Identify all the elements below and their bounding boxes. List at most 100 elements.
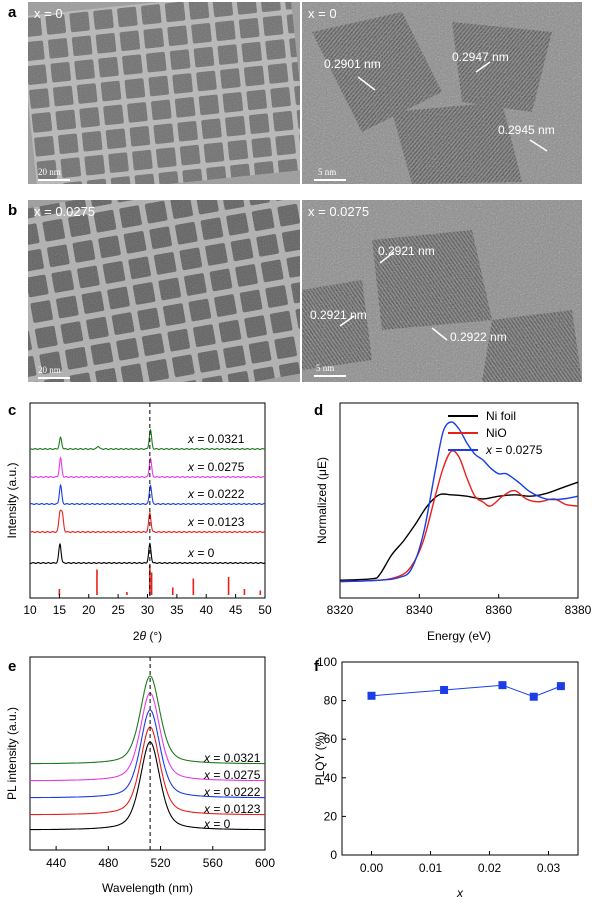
x-tick-label: 30 xyxy=(141,603,155,617)
panel-letter-b: b xyxy=(8,202,18,219)
series-line xyxy=(339,450,579,583)
series-label: x = 0.0321 xyxy=(187,432,245,446)
chart-d-plot-frame xyxy=(339,402,579,599)
series-line xyxy=(30,709,265,799)
x-tick-label: 35 xyxy=(170,603,184,617)
series-line xyxy=(29,456,266,478)
y-tick-label: 100 xyxy=(317,655,337,669)
series-line xyxy=(30,726,265,816)
tem-b-left-scale-text: 20 nm xyxy=(38,365,61,375)
tem-a-left-scale-text: 20 nm xyxy=(38,167,61,177)
y-tick-label: 0 xyxy=(330,848,337,862)
x-tick-label: 0.03 xyxy=(537,861,561,875)
series-label: x = 0.0275 xyxy=(203,768,261,782)
series-label: x = 0.0222 xyxy=(203,785,261,799)
series-label: x = 0 xyxy=(203,817,231,831)
legend-label: Ni foil xyxy=(486,409,516,423)
data-point xyxy=(498,681,507,690)
tem-image-a-high-res: x = 0 0.2901 nm 0.2947 nm 0.2945 nm 5 nm xyxy=(302,2,582,184)
chart-c-svg: x = 0 x = 0.0123 x = 0.0222 x = 0.0275 x = 0… xyxy=(5,402,272,643)
tem-b-left-label: x = 0.0275 xyxy=(34,204,96,219)
x-tick-label: 10 xyxy=(23,603,37,617)
series-line xyxy=(30,542,266,564)
tem-a-right-label: x = 0 xyxy=(308,6,337,21)
data-point xyxy=(556,682,565,691)
x-axis-label: 2θ (°) xyxy=(133,629,162,643)
y-axis-label: Intensity (a.u.) xyxy=(5,462,19,538)
d-spacing-label: 0.2947 nm xyxy=(452,50,509,64)
x-axis-label: x xyxy=(456,886,464,900)
series-line xyxy=(339,481,579,581)
x-axis-label: Wavelength (nm) xyxy=(102,881,193,895)
panel-letter-c: c xyxy=(8,402,17,419)
x-tick-label: 480 xyxy=(98,856,118,870)
d-spacing-label: 0.2921 nm xyxy=(378,244,435,258)
chart-f-svg: 0 20 40 60 80 100 0.00 0.01 0.02 0.03 x PLQY (%) xyxy=(313,655,579,900)
series-line xyxy=(30,692,265,782)
x-tick-label: 50 xyxy=(258,603,272,617)
data-point xyxy=(529,692,538,701)
y-axis-label: PL intensity (a.u.) xyxy=(5,707,19,800)
x-tick-label: 25 xyxy=(111,603,125,617)
tem-a-left-scale-bar xyxy=(38,179,70,181)
series-label: x = 0.0123 xyxy=(187,515,245,529)
panel-letter-e: e xyxy=(8,658,17,675)
x-tick-label: 20 xyxy=(82,603,96,617)
y-axis-label: Normalized (μE) xyxy=(315,457,329,544)
panel-letter-a: a xyxy=(8,4,17,21)
data-point xyxy=(367,691,376,700)
d-spacing-label: 0.2922 nm xyxy=(450,330,507,344)
x-tick-label: 40 xyxy=(200,603,214,617)
series-line xyxy=(30,741,265,831)
tem-image-b-low-mag: x = 0.0275 20 nm xyxy=(28,200,300,382)
y-tick-label: 80 xyxy=(324,694,338,708)
x-tick-label: 8340 xyxy=(406,603,433,617)
y-axis-label: PLQY (%) xyxy=(313,732,327,786)
d-spacing-label: 0.2945 nm xyxy=(498,123,555,137)
legend-label: x = 0.0275 xyxy=(485,443,543,457)
tem-b-right-label: x = 0.0275 xyxy=(308,204,370,219)
series-line xyxy=(29,509,265,533)
series-label: x = 0 xyxy=(187,546,215,560)
series-line xyxy=(30,675,265,765)
tem-b-right-pattern xyxy=(302,200,582,382)
chart-e-svg: x = 0x = 0.0123 x = 0.0222 x = 0.0275 x = 0… xyxy=(5,656,275,895)
data-point xyxy=(440,685,449,694)
series-line xyxy=(29,483,266,505)
y-tick-label: 60 xyxy=(324,732,338,746)
chart-f-plot-frame xyxy=(341,661,579,856)
x-tick-label: 600 xyxy=(255,856,275,870)
series-label: x = 0.0123 xyxy=(203,802,261,816)
tem-a-left-pattern xyxy=(28,2,300,184)
tem-a-right-scale-bar xyxy=(314,179,346,181)
x-tick-label: 0.01 xyxy=(419,861,443,875)
x-tick-label: 8380 xyxy=(565,603,592,617)
d-spacing-label: 0.2901 nm xyxy=(324,57,381,71)
x-tick-label: 15 xyxy=(53,603,67,617)
x-tick-label: 0.00 xyxy=(360,861,384,875)
tem-image-b-high-res: x = 0.0275 0.2921 nm 0.2921 nm 0.2922 nm… xyxy=(302,200,582,382)
tem-a-right-pattern xyxy=(302,2,582,184)
y-tick-label: 20 xyxy=(324,809,338,823)
tem-a-right-scale-text: 5 nm xyxy=(318,167,337,177)
chart-c-xrd: x = 0 x = 0.0123 x = 0.0222 x = 0.0275 x = 0… xyxy=(0,398,300,648)
panel-letter-d: d xyxy=(314,402,324,419)
x-tick-label: 560 xyxy=(203,856,223,870)
tem-a-left-label: x = 0 xyxy=(34,6,63,21)
series-line xyxy=(30,428,266,450)
x-tick-label: 8360 xyxy=(485,603,512,617)
series-label: x = 0.0321 xyxy=(203,751,261,765)
x-tick-label: 0.02 xyxy=(478,861,502,875)
x-tick-label: 520 xyxy=(151,856,171,870)
chart-e-plot-frame xyxy=(29,656,266,851)
x-axis-label: Energy (eV) xyxy=(427,629,491,643)
panel-letter-f: f xyxy=(314,658,319,675)
chart-d-xanes: Ni foil NiO x = 0.0275 8320 8340 8360 8380 Ener… xyxy=(300,398,600,648)
chart-f-plqy: 0 20 40 60 80 100 0.00 0.01 0.02 0.03 x PLQY (%) xyxy=(300,652,600,902)
series-label: x = 0.0275 xyxy=(187,460,245,474)
legend-label: NiO xyxy=(486,426,507,440)
tem-b-right-scale-text: 5 nm xyxy=(316,363,335,373)
series-line xyxy=(339,421,579,583)
x-tick-label: 8320 xyxy=(327,603,354,617)
